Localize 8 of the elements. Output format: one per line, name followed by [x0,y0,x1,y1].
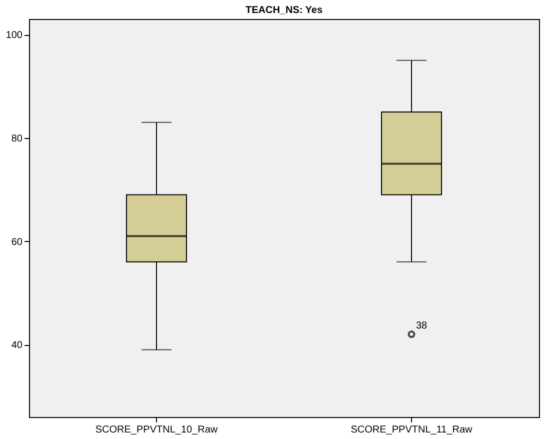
y-tick-label: 80 [11,133,23,144]
chart-title: TEACH_NS: Yes [245,5,323,16]
annotation: 38 [416,320,428,332]
y-tick-label: 40 [11,340,23,352]
y-tick-label: 60 [11,236,23,248]
x-tick-label: SCORE_PPVTNL_11_Raw [350,424,474,436]
x-tick-label: SCORE_PPVTNL_10_Raw [95,424,218,436]
y-tick-label: 100 [6,30,23,42]
